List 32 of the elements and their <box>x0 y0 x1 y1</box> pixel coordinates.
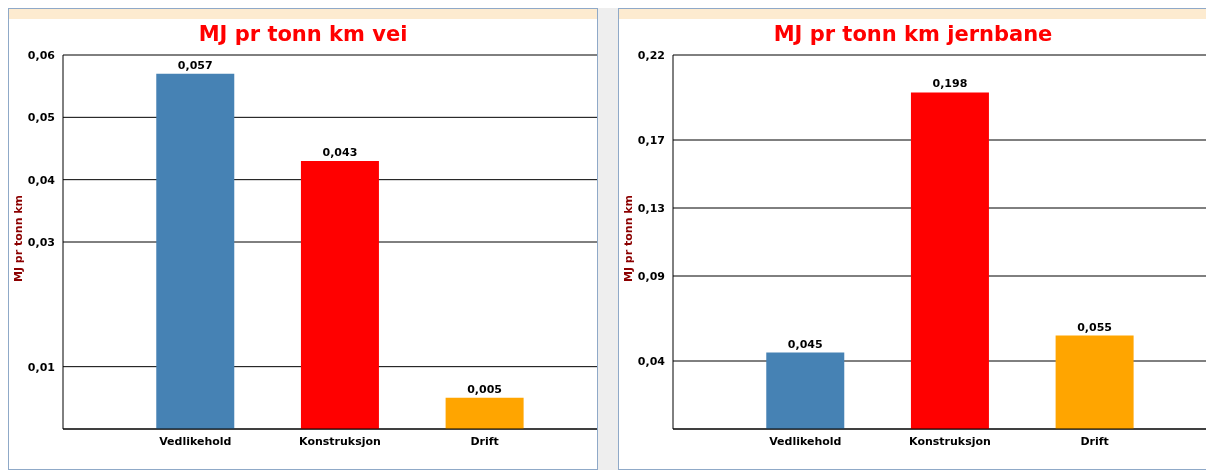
x-tick-label: Vedlikehold <box>159 434 232 448</box>
data-label: 0,055 <box>1077 320 1113 334</box>
y-tick-label: 0,03 <box>27 235 55 249</box>
y-axis-title: MJ pr tonn km <box>11 194 25 282</box>
bar <box>910 92 989 429</box>
bar <box>300 160 379 429</box>
data-label: 0,005 <box>467 382 503 396</box>
bar <box>1055 335 1134 429</box>
bar <box>766 352 845 429</box>
y-tick-label: 0,17 <box>637 133 665 147</box>
y-tick-label: 0,09 <box>637 269 665 283</box>
data-label: 0,057 <box>177 58 213 72</box>
y-tick-label: 0,05 <box>27 111 55 125</box>
x-tick-label: Drift <box>470 434 499 448</box>
bar <box>156 73 235 429</box>
y-tick-label: 0,22 <box>637 48 665 62</box>
chart-title: MJ pr tonn km vei <box>197 21 409 48</box>
y-tick-label: 0,06 <box>27 48 56 62</box>
x-tick-label: Vedlikehold <box>769 434 842 448</box>
y-axis-title: MJ pr tonn km <box>621 194 635 282</box>
data-label: 0,198 <box>932 77 968 91</box>
data-label: 0,045 <box>787 337 823 351</box>
x-tick-label: Konstruksjon <box>909 434 991 448</box>
x-tick-label: Drift <box>1080 434 1109 448</box>
y-tick-label: 0,01 <box>27 360 55 374</box>
y-tick-label: 0,13 <box>637 201 665 215</box>
y-tick-label: 0,04 <box>637 354 666 368</box>
bar <box>445 397 524 429</box>
y-tick-label: 0,04 <box>27 173 56 187</box>
data-label: 0,043 <box>322 145 358 159</box>
x-tick-label: Konstruksjon <box>299 434 381 448</box>
chart-title: MJ pr tonn km jernbane <box>772 21 1054 48</box>
